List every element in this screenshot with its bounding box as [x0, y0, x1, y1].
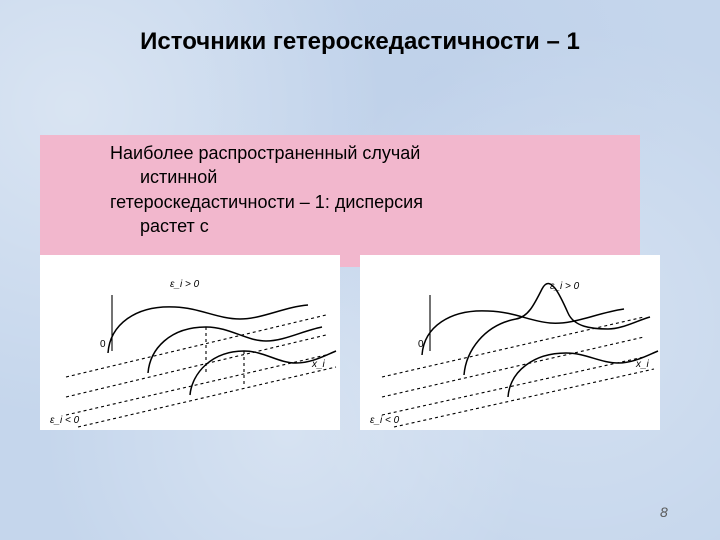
axis-origin-label-left: 0: [100, 339, 106, 350]
highlight-box: Наиболее распространенный случай истинно…: [40, 135, 640, 267]
page-title: Источники гетероскедастичности – 1: [0, 28, 720, 56]
diagram-right-svg: ε_i > 0 x_i ε_i < 0 0: [360, 255, 660, 430]
axis-label-epsilon-negative-right: ε_i < 0: [370, 415, 400, 426]
axis-label-epsilon-positive-right: ε_i > 0: [550, 281, 580, 292]
axis-origin-label-right: 0: [418, 339, 424, 350]
body-line-1: Наиболее распространенный случай: [40, 141, 640, 165]
diagram-panel-left: ε_i > 0 x_i ε_i < 0 0: [40, 255, 340, 430]
diagram-panel-right: ε_i > 0 x_i ε_i < 0 0: [360, 255, 660, 430]
axis-label-x-right: x_i: [635, 359, 650, 370]
axis-label-epsilon-positive-left: ε_i > 0: [170, 279, 200, 290]
body-line-2: истинной: [40, 165, 640, 189]
body-line-3: гетероскедастичности – 1: дисперсия: [40, 190, 640, 214]
body-line-4: растет с: [40, 214, 640, 238]
axis-label-epsilon-negative-left: ε_i < 0: [50, 415, 80, 426]
page-number: 8: [660, 504, 668, 520]
diagram-left-svg: ε_i > 0 x_i ε_i < 0 0: [40, 255, 340, 430]
axis-label-x-left: x_i: [311, 359, 326, 370]
